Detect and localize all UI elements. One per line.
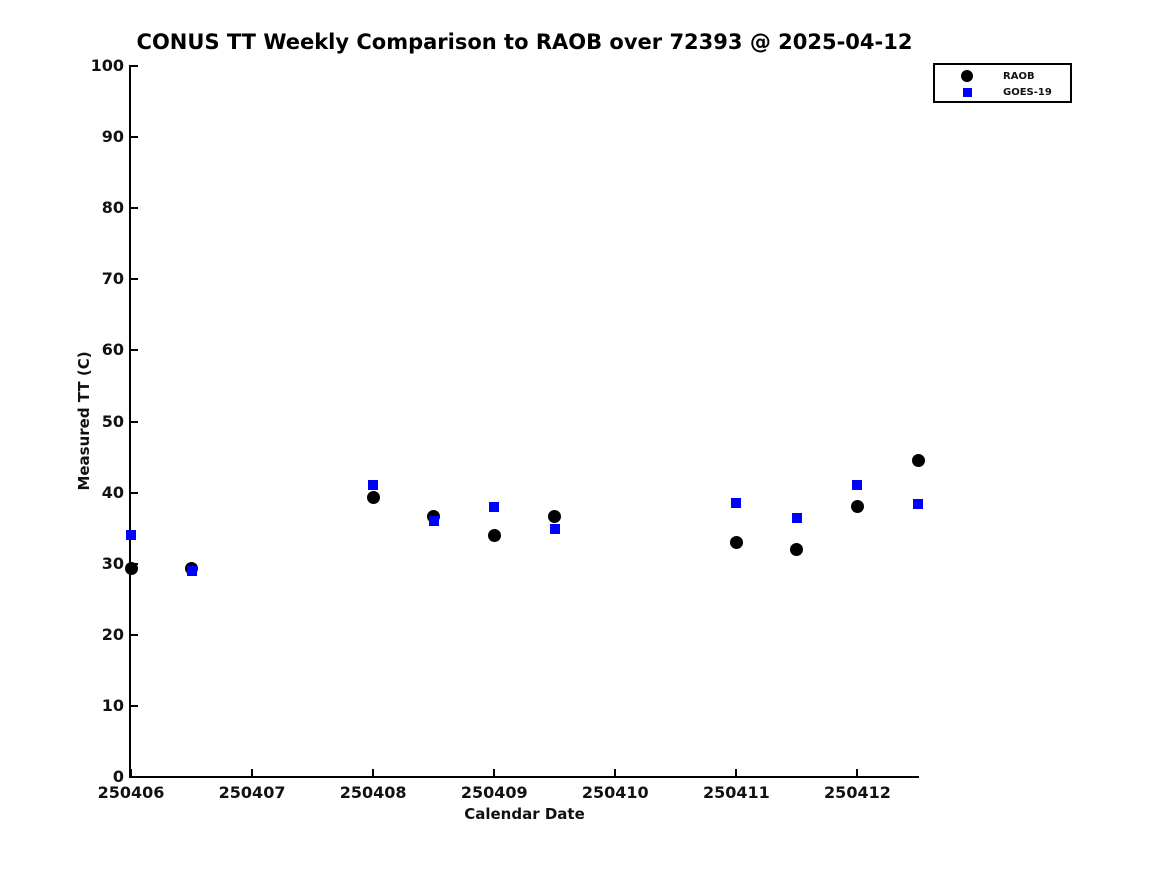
x-tick-label: 250407 <box>218 783 286 802</box>
x-tick <box>493 769 496 776</box>
x-tick <box>251 769 254 776</box>
legend-item-raob: RAOB <box>935 68 1070 84</box>
x-tick <box>856 769 859 776</box>
x-tick-label: 250408 <box>339 783 407 802</box>
y-tick-label: 80 <box>101 198 124 218</box>
y-tick <box>131 776 138 778</box>
x-tick-label: 250410 <box>581 783 649 802</box>
goes-19-data-point <box>791 513 802 524</box>
y-tick-label: 10 <box>101 695 124 715</box>
x-tick <box>735 769 738 776</box>
goes-19-data-point <box>126 530 136 541</box>
x-tick <box>614 769 617 776</box>
legend-item-goes: GOES-19 <box>935 84 1070 100</box>
legend-label-raob: RAOB <box>1003 70 1035 82</box>
x-axis-label: Calendar Date <box>464 805 585 823</box>
raob-circle-icon <box>961 70 973 82</box>
y-tick <box>131 207 138 210</box>
x-tick <box>130 769 132 776</box>
y-tick <box>131 704 138 707</box>
goes-19-data-point <box>368 479 379 490</box>
raob-data-point <box>124 562 138 576</box>
raob-data-point <box>729 535 743 549</box>
y-tick <box>131 491 138 494</box>
x-tick-label: 250411 <box>702 783 770 802</box>
y-tick <box>131 278 138 281</box>
y-tick <box>131 633 138 636</box>
y-tick-label: 40 <box>101 482 124 502</box>
x-axis-line <box>129 776 919 778</box>
goes-19-data-point <box>549 523 560 534</box>
legend: RAOB GOES-19 <box>933 63 1072 103</box>
y-tick-label: 50 <box>101 411 124 431</box>
legend-label-goes: GOES-19 <box>1003 86 1052 98</box>
chart-title: CONUS TT Weekly Comparison to RAOB over … <box>136 30 913 54</box>
x-tick <box>372 769 375 776</box>
raob-data-point <box>548 510 562 524</box>
raob-data-point <box>911 454 925 468</box>
raob-data-point <box>850 500 864 514</box>
y-tick <box>131 136 138 139</box>
goes-19-data-point <box>428 516 439 527</box>
y-tick <box>131 420 138 423</box>
goes-19-data-point <box>852 479 863 490</box>
y-tick-label: 30 <box>101 553 124 573</box>
goes-19-data-point <box>489 501 500 512</box>
raob-data-point <box>366 491 380 505</box>
raob-data-point <box>790 542 804 556</box>
y-tick-label: 90 <box>101 127 124 147</box>
raob-data-point <box>487 528 501 542</box>
x-tick-label: 250409 <box>460 783 528 802</box>
y-axis-line <box>129 65 131 778</box>
y-tick <box>131 349 138 352</box>
y-tick-label: 100 <box>90 56 124 75</box>
goes-19-data-point <box>913 498 923 509</box>
goes-square-icon <box>962 87 972 97</box>
x-tick-label: 250412 <box>824 783 891 802</box>
goes-19-data-point <box>731 498 742 509</box>
y-tick-label: 20 <box>101 624 124 644</box>
x-tick-label: 250406 <box>97 783 165 802</box>
y-tick-label: 70 <box>101 269 124 289</box>
y-tick-label: 60 <box>101 340 124 360</box>
y-tick-label: 0 <box>112 767 124 786</box>
goes-19-data-point <box>186 565 197 576</box>
y-tick <box>131 65 138 67</box>
